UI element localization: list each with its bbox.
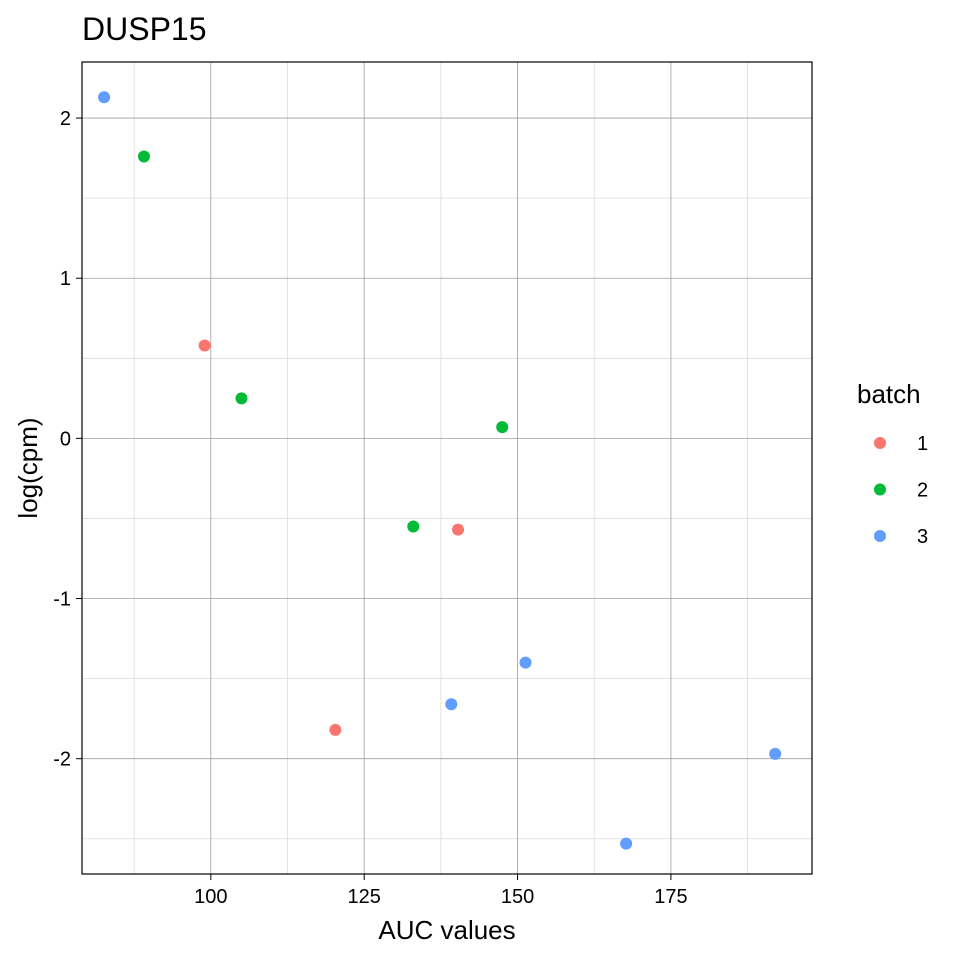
legend-key-2 [874,483,886,496]
data-point-batch-2 [407,520,420,533]
legend-key-3 [874,530,886,542]
y-tick-label: -1 [53,589,71,611]
data-point-batch-2 [235,392,248,405]
data-point-batch-2 [137,150,150,163]
data-point-batch-3 [519,656,532,669]
chart-title: DUSP15 [82,11,207,47]
minor-gridlines [82,62,812,874]
data-point-batch-1 [329,723,342,736]
legend-title: batch [857,379,921,409]
legend-label-1: 1 [917,433,928,455]
y-axis-ticks: -2 -1 0 1 2 [53,108,82,771]
legend-key-1 [874,437,886,449]
legend-label-3: 3 [917,526,928,548]
x-tick-label: 125 [347,886,380,908]
data-point-batch-2 [496,421,509,434]
x-tick-label: 150 [501,886,534,908]
data-point-batch-1 [198,339,211,352]
data-point-batch-3 [98,91,111,104]
x-tick-label: 175 [654,886,687,908]
y-tick-label: 2 [60,108,71,130]
legend-items: 1 2 3 [874,433,928,548]
x-axis-title: AUC values [378,915,515,945]
y-tick-label: 0 [60,428,71,450]
legend: batch 1 2 3 [857,379,928,548]
y-tick-label: -2 [53,749,71,771]
data-point-batch-3 [620,837,633,850]
x-axis-ticks: 100 125 150 175 [194,874,688,908]
data-points [98,91,782,850]
y-tick-label: 1 [60,268,71,290]
data-point-batch-1 [452,523,465,536]
legend-label-2: 2 [917,480,928,502]
y-axis-title: log(cpm) [13,417,43,518]
major-gridlines [82,62,812,874]
data-point-batch-3 [769,747,782,760]
plot-panel-border [81,61,813,875]
data-point-batch-3 [445,698,458,711]
x-tick-label: 100 [194,886,227,908]
